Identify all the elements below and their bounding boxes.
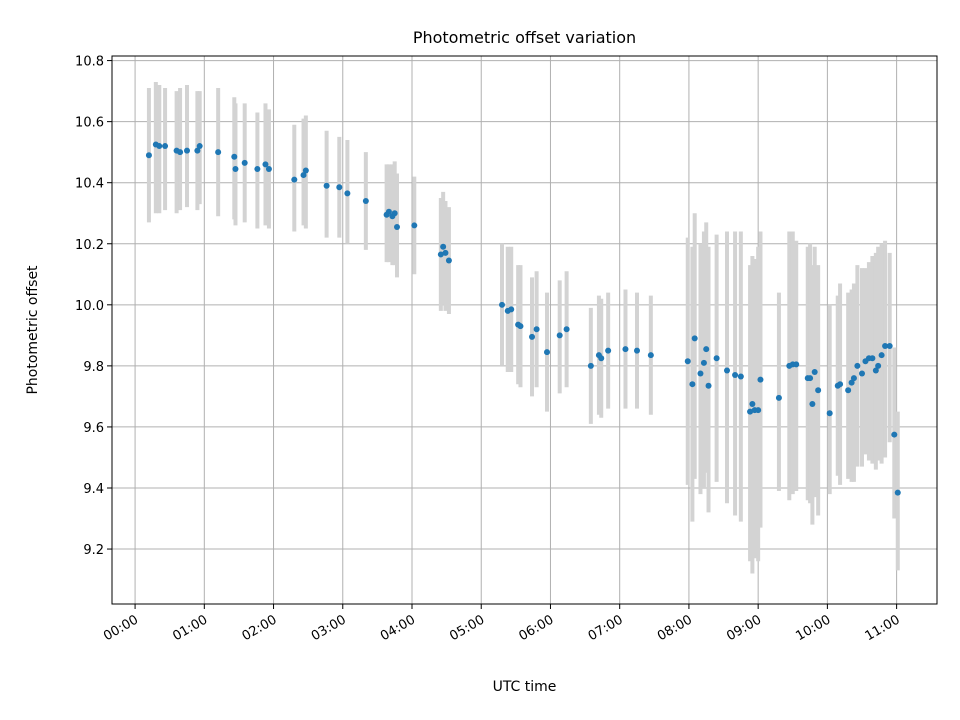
data-point xyxy=(757,376,764,383)
data-point xyxy=(647,352,654,359)
y-tick-label: 10.2 xyxy=(75,238,104,253)
data-point xyxy=(344,190,351,197)
data-point xyxy=(302,167,309,174)
data-point xyxy=(854,362,861,369)
data-point xyxy=(265,165,272,172)
data-point xyxy=(177,149,184,156)
data-point xyxy=(156,143,163,150)
data-point xyxy=(622,346,629,353)
data-point xyxy=(544,349,550,356)
data-point xyxy=(845,387,852,394)
data-point xyxy=(826,410,833,417)
data-point xyxy=(437,251,444,258)
data-point xyxy=(749,401,756,408)
data-point xyxy=(807,375,814,382)
data-point xyxy=(689,381,696,388)
data-point xyxy=(737,373,744,380)
data-point xyxy=(634,347,640,354)
data-point xyxy=(747,408,754,415)
data-point xyxy=(793,361,800,368)
y-tick-label: 10.4 xyxy=(75,177,104,192)
data-point xyxy=(837,381,844,388)
data-point xyxy=(254,165,261,172)
data-point xyxy=(508,306,515,313)
data-point xyxy=(215,149,222,156)
data-point xyxy=(145,152,152,159)
data-point xyxy=(697,370,704,377)
y-tick-label: 9.8 xyxy=(83,360,104,375)
data-point xyxy=(850,375,857,382)
data-point xyxy=(556,332,563,339)
data-point xyxy=(529,333,535,340)
data-point xyxy=(362,198,369,205)
y-tick-label: 10.0 xyxy=(75,299,104,314)
data-point xyxy=(394,223,400,230)
data-point xyxy=(162,143,169,150)
data-point xyxy=(194,147,201,154)
data-point xyxy=(724,367,730,374)
data-point xyxy=(411,222,418,229)
data-point xyxy=(587,362,594,369)
data-point xyxy=(691,335,698,342)
y-tick-label: 9.2 xyxy=(83,543,104,558)
data-point xyxy=(336,184,343,191)
data-point xyxy=(300,172,307,179)
data-point xyxy=(385,208,392,215)
data-point xyxy=(811,368,818,375)
data-point xyxy=(262,161,269,168)
data-point xyxy=(684,358,691,365)
data-point xyxy=(872,367,879,374)
data-point xyxy=(878,352,885,359)
data-point xyxy=(605,347,612,354)
data-point xyxy=(891,431,898,438)
data-point xyxy=(196,143,203,150)
y-tick-label: 10.6 xyxy=(75,116,104,131)
data-point xyxy=(775,394,782,401)
data-point xyxy=(231,153,238,160)
data-point xyxy=(700,359,707,366)
plot-frame xyxy=(111,55,938,605)
data-point xyxy=(499,301,505,308)
y-tick-label: 9.4 xyxy=(83,482,104,497)
data-point xyxy=(440,243,447,250)
data-point xyxy=(815,387,822,394)
data-point xyxy=(703,346,710,353)
data-point xyxy=(755,407,762,414)
data-point xyxy=(713,355,720,362)
data-point xyxy=(442,249,449,256)
data-point xyxy=(563,326,570,333)
y-axis-label: Photometric offset xyxy=(25,265,41,395)
data-point xyxy=(323,182,330,189)
data-point xyxy=(875,362,882,369)
x-axis-label: UTC time xyxy=(493,679,557,695)
data-point xyxy=(445,257,452,264)
data-point xyxy=(705,382,712,389)
data-point xyxy=(809,401,816,408)
data-point xyxy=(241,159,248,166)
data-points xyxy=(145,141,901,496)
chart-title: Photometric offset variation xyxy=(413,28,636,47)
data-point xyxy=(232,165,239,172)
data-point xyxy=(894,489,901,496)
y-axis-ticks: 9.2 9.4 9.6 9.8 10.0 10.2 10.4 10.6 10.8 xyxy=(75,55,112,558)
data-point xyxy=(184,147,190,154)
data-point xyxy=(517,323,524,330)
data-point xyxy=(882,343,889,350)
data-point xyxy=(869,355,876,362)
y-tick-label: 10.8 xyxy=(75,55,104,70)
data-point xyxy=(533,326,540,333)
data-point xyxy=(291,176,298,183)
data-point xyxy=(848,379,855,386)
data-point xyxy=(859,370,865,377)
data-point xyxy=(598,355,605,362)
data-point xyxy=(732,372,739,379)
data-point xyxy=(886,343,893,350)
data-point xyxy=(391,210,398,217)
y-tick-label: 9.6 xyxy=(83,421,104,436)
